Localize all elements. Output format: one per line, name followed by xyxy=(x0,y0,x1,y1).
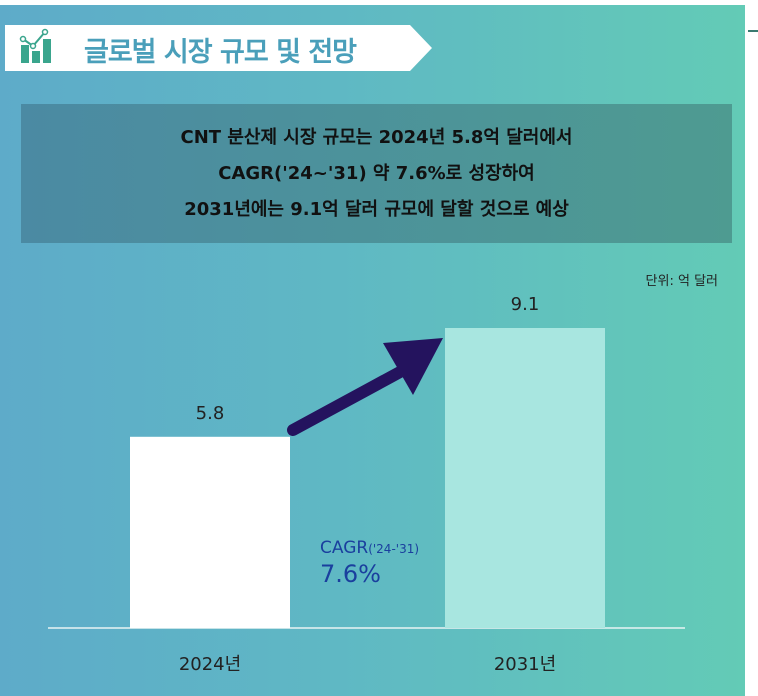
cagr-period: ('24-'31) xyxy=(368,542,420,556)
growth-arrow-shaft xyxy=(287,366,406,436)
edge-mark xyxy=(748,30,758,32)
cagr-value: 7.6% xyxy=(320,560,381,588)
summary-line: CNT 분산제 시장 규모는 2024년 5.8억 달러에서 xyxy=(180,127,573,148)
cagr-label: CAGR xyxy=(320,538,369,558)
bar xyxy=(130,436,290,628)
unit-label: 단위: 억 달러 xyxy=(645,274,718,289)
summary-line: 2031년에는 9.1억 달러 규모에 달할 것으로 예상 xyxy=(184,199,569,220)
title-banner xyxy=(5,25,432,71)
category-label: 2031년 xyxy=(494,654,556,675)
summary-line: CAGR('24~'31) 약 7.6%로 성장하여 xyxy=(218,163,535,184)
growth-arrow-head xyxy=(383,338,443,395)
data-label: 5.8 xyxy=(196,403,225,424)
bar-line-chart-icon xyxy=(19,28,51,63)
data-label: 9.1 xyxy=(511,294,540,315)
bar xyxy=(445,328,605,628)
category-label: 2024년 xyxy=(179,654,241,675)
page-title: 글로벌 시장 규모 및 전망 xyxy=(84,37,357,68)
summary-box: CNT 분산제 시장 규모는 2024년 5.8억 달러에서 CAGR('24~… xyxy=(21,104,732,243)
cagr-annotation: CAGR('24-'31) 7.6% xyxy=(320,538,419,588)
